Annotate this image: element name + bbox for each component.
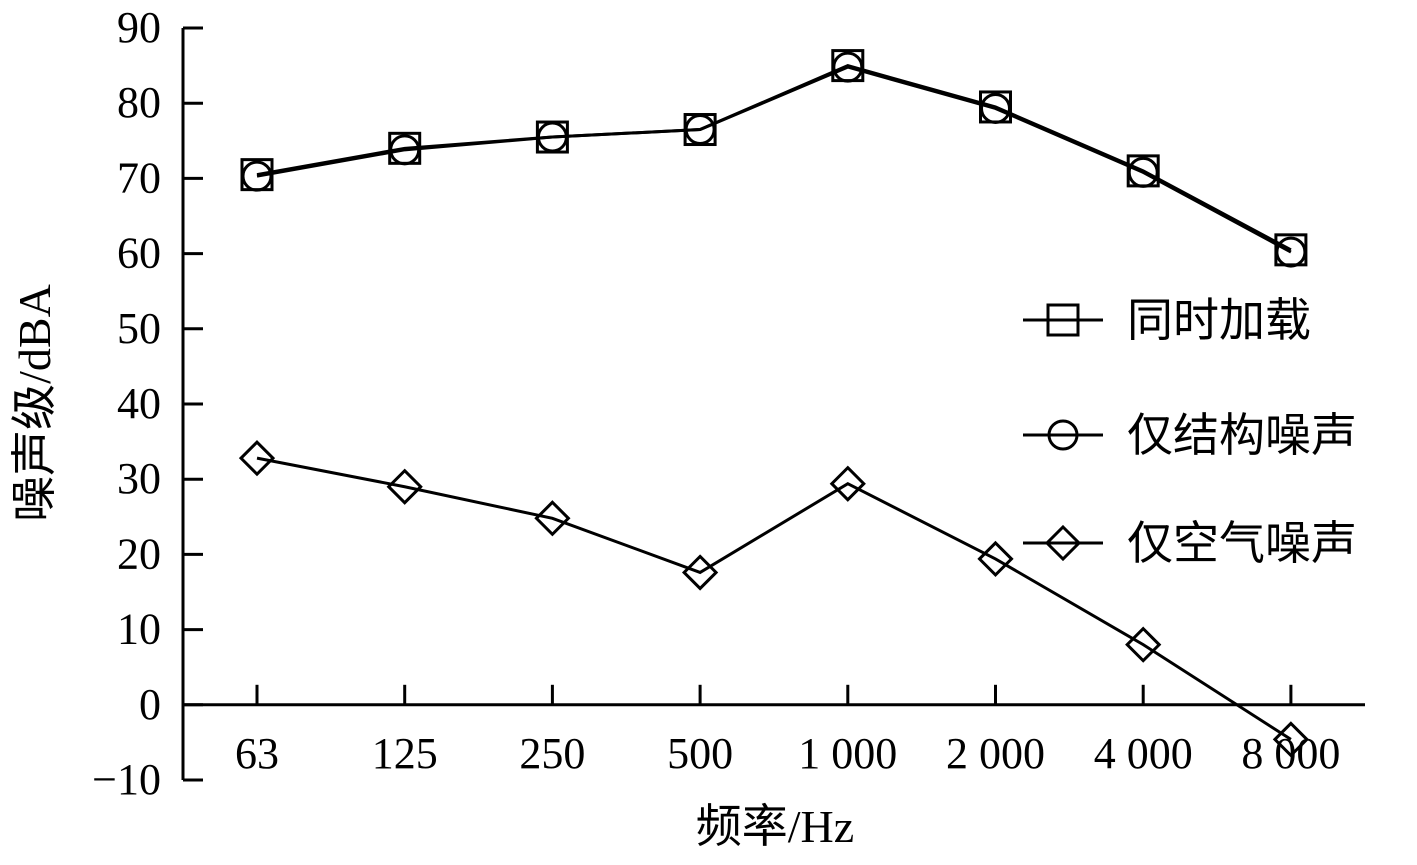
series-diamond [238, 440, 1310, 758]
x-tick-label: 500 [667, 729, 733, 778]
x-tick-label: 1 000 [798, 729, 897, 778]
legend-marker-square [1046, 303, 1080, 337]
y-tick-label: 70 [117, 153, 161, 202]
x-axis-ticks: 63 125 250 500 1 000 2 000 4 000 8 000 [235, 684, 1340, 778]
y-axis-title: 噪声级/dBA [9, 284, 60, 522]
data-point-circle [241, 160, 273, 192]
series-line-diamond [256, 456, 1292, 741]
data-point-circle [536, 121, 568, 153]
y-tick-label: 80 [117, 78, 161, 127]
legend-item: 同时加载 [1023, 295, 1311, 346]
data-point-diamond [681, 554, 719, 591]
x-tick-label: 125 [372, 729, 438, 778]
data-point-diamond [1272, 721, 1310, 758]
data-point-circle [1127, 156, 1159, 188]
data-point-diamond [534, 500, 571, 537]
data-point-circle [389, 134, 421, 166]
legend-marker-diamond [1044, 524, 1082, 562]
data-point-circle [1275, 236, 1307, 268]
legend-label: 仅结构噪声 [1127, 410, 1357, 461]
data-point-circle [980, 92, 1011, 124]
x-tick-label: 63 [235, 729, 279, 778]
y-tick-label: 10 [117, 605, 161, 654]
data-point-circle [832, 51, 864, 83]
y-tick-label: 0 [139, 680, 161, 729]
series-line-square [256, 64, 1292, 252]
x-tick-label: 4 000 [1094, 729, 1193, 778]
data-point-diamond [977, 540, 1014, 578]
axes [181, 28, 1365, 780]
legend-marker-circle [1047, 419, 1079, 451]
y-tick-label: −10 [92, 755, 161, 804]
legend-label: 同时加载 [1127, 295, 1311, 346]
y-tick-label: 40 [117, 379, 161, 428]
x-tick-label: 250 [519, 729, 585, 778]
legend-item: 仅空气噪声 [1023, 518, 1357, 569]
y-tick-label: 60 [117, 229, 161, 278]
y-tick-label: 50 [117, 304, 161, 353]
y-tick-label: 20 [117, 529, 161, 578]
data-point-diamond [238, 440, 276, 477]
x-tick-label: 2 000 [946, 729, 1045, 778]
data-point-diamond [386, 468, 423, 505]
y-tick-label: 90 [117, 3, 161, 52]
data-point-diamond [1125, 626, 1162, 663]
legend-item: 仅结构噪声 [1023, 410, 1357, 461]
series-line-circle [256, 65, 1292, 254]
data-point-circle [684, 114, 716, 146]
data-point-diamond [829, 465, 866, 502]
legend-label: 仅空气噪声 [1127, 518, 1357, 569]
x-axis-title: 频率/Hz [696, 801, 854, 852]
series-group [238, 49, 1310, 758]
y-tick-label: 30 [117, 454, 161, 503]
y-axis-ticks: −10 0 10 20 30 40 50 60 70 80 90 [92, 3, 203, 804]
series-circle [241, 51, 1307, 268]
